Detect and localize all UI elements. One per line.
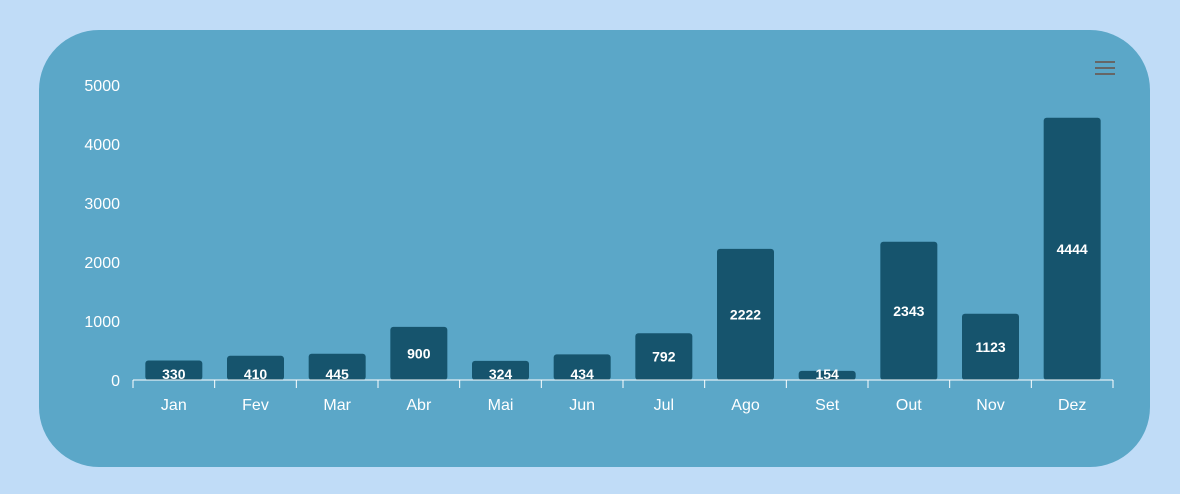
bar-jan[interactable]	[145, 360, 203, 380]
bar-value-label: 4444	[1057, 241, 1088, 257]
bar-ago[interactable]	[717, 248, 774, 380]
bar-value-label: 410	[244, 366, 268, 382]
bar-jun[interactable]	[553, 354, 611, 380]
chart-card	[39, 30, 1150, 467]
bar-value-label: 330	[162, 366, 186, 382]
bar-value-label: 324	[489, 366, 513, 382]
bar-set[interactable]	[798, 370, 856, 380]
bar-jul[interactable]	[635, 333, 693, 380]
bar-value-label: 1123	[975, 339, 1006, 355]
y-tick-label: 0	[111, 373, 120, 390]
bar-mai[interactable]	[472, 360, 529, 380]
x-tick-label: Set	[815, 397, 840, 414]
bar-value-label: 434	[570, 366, 594, 382]
x-tick-label: Mar	[323, 397, 351, 414]
x-tick-label: Ago	[731, 397, 760, 414]
x-tick-label: Dez	[1058, 397, 1086, 414]
bar-mar[interactable]	[308, 353, 366, 380]
x-tick-label: Jun	[569, 397, 595, 414]
x-tick-label: Out	[896, 397, 922, 414]
bars-group: 330 410 445 900 324 434 792 2222 154 2343 1123 4444	[145, 117, 1101, 382]
bar-value-label: 2222	[730, 306, 761, 322]
y-tick-label: 4000	[84, 137, 120, 154]
bar-abr[interactable]	[390, 326, 448, 380]
bar-dez[interactable]	[1043, 117, 1101, 380]
x-tick-label: Fev	[242, 397, 269, 414]
bar-fev[interactable]	[227, 355, 284, 380]
bar-nov[interactable]	[962, 313, 1019, 380]
bar-value-label: 2343	[893, 303, 924, 319]
x-tick-label: Abr	[406, 397, 432, 414]
hamburger-menu-icon[interactable]	[1092, 58, 1118, 78]
bar-value-label: 900	[407, 345, 431, 361]
x-tick-label: Jul	[654, 397, 674, 414]
x-tick-label: Jan	[161, 397, 187, 414]
y-tick-label: 5000	[84, 78, 120, 95]
bar-value-label: 154	[815, 366, 839, 382]
x-tick-label: Nov	[976, 397, 1004, 414]
x-axis: Jan Fev Mar Abr Mai Jun Jul Ago Set Out Nov Dez	[132, 379, 1114, 414]
x-tick-label: Mai	[488, 397, 514, 414]
y-tick-label: 2000	[84, 255, 120, 272]
bar-out[interactable]	[880, 241, 938, 380]
bar-value-label: 792	[652, 349, 676, 365]
bar-value-label: 445	[325, 366, 349, 382]
y-tick-label: 3000	[84, 196, 120, 213]
y-tick-label: 1000	[84, 314, 120, 331]
y-axis-ticks: 0 1000 2000 3000 4000 5000	[84, 78, 120, 390]
